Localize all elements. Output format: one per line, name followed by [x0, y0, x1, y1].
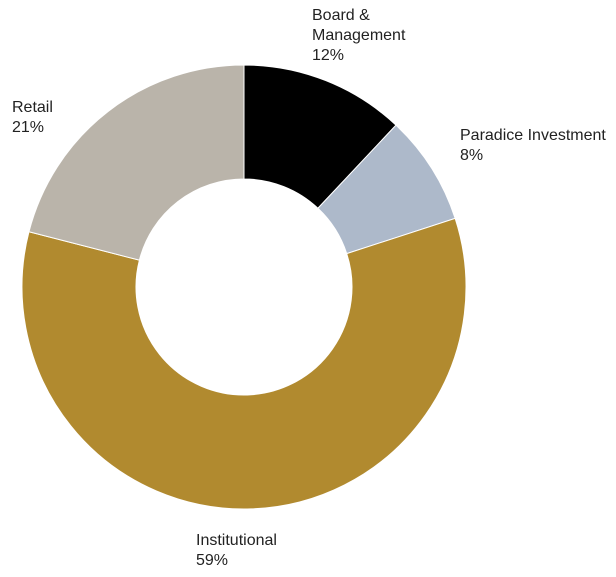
slice-percent: 12%	[312, 47, 344, 64]
slice-name: Institutional	[196, 532, 277, 549]
slice-percent: 8%	[460, 147, 483, 164]
slice-name: Retail	[12, 99, 53, 116]
slice-name: Board &	[312, 7, 370, 24]
data-label-paradice-investment: Paradice Investment 8%	[460, 127, 606, 164]
slice-retail	[28, 64, 245, 261]
data-label-retail: Retail 21%	[12, 99, 53, 136]
slice-percent: 21%	[12, 119, 44, 136]
slice-name: Paradice Investment	[460, 127, 606, 144]
data-label-institutional: Institutional 59%	[196, 532, 277, 569]
labels-group: Board & Management 12% Paradice Investment 8…	[12, 7, 606, 569]
slice-percent: 59%	[196, 552, 228, 569]
slice-name: Management	[312, 27, 406, 44]
slices-group	[21, 64, 467, 510]
data-label-board-management: Board & Management 12%	[312, 7, 406, 64]
slice-institutional	[21, 217, 467, 510]
